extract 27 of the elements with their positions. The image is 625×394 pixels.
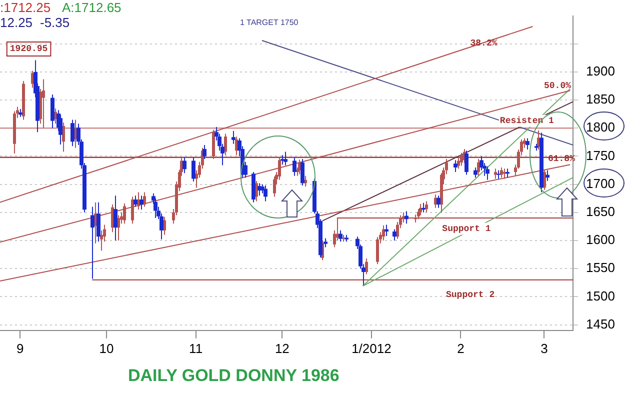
annotation: Support 2 <box>446 290 495 301</box>
y-tick-label: 1600 <box>586 232 615 248</box>
annotation: -5.35 <box>40 15 70 30</box>
text: A:1712.65 <box>62 0 122 15</box>
x-tick-label: 12 <box>274 340 290 356</box>
annotation: 1 TARGET 1750 <box>240 17 298 28</box>
annotation: 1920.95 <box>10 44 48 54</box>
text: :1712.25 <box>0 0 51 15</box>
annotation: Support 1 <box>442 224 492 234</box>
y-tick-label: 1800 <box>586 120 615 135</box>
x-tick-label: 3 <box>540 340 548 356</box>
y-tick-label: 1450 <box>586 316 615 332</box>
x-tick-label: 10 <box>99 340 114 356</box>
y-tick-label: 1900 <box>586 64 615 79</box>
x-tick-label: 2 <box>457 340 464 356</box>
x-tick-label: 9 <box>16 340 24 356</box>
y-tick-label: 1650 <box>586 204 615 220</box>
y-tick-label: 1750 <box>586 148 615 163</box>
y-tick-label: 1550 <box>586 260 615 276</box>
y-tick-label: 1700 <box>586 176 615 191</box>
text: DAILY GOLD DONNY 1986 <box>128 366 340 386</box>
y-tick-label: 1850 <box>586 92 615 107</box>
y-tick-label: 1500 <box>586 288 615 304</box>
x-tick-label: 1/2012 <box>352 340 392 356</box>
x-tick-label: 11 <box>189 340 203 356</box>
annotation: 50.0% <box>544 81 572 92</box>
annotation: 12.25 <box>0 15 33 30</box>
